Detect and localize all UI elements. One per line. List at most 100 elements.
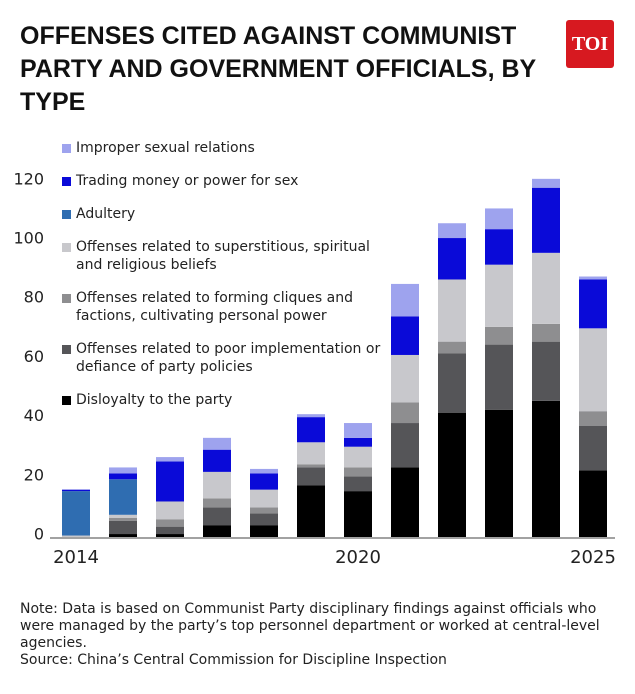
legend-label: Offenses related to superstitious, spiri…	[76, 239, 370, 273]
bar-segment	[250, 513, 278, 526]
legend-swatch	[62, 210, 71, 219]
y-tick-label: 60	[24, 347, 44, 366]
bar-segment	[203, 449, 231, 472]
bar-segment	[485, 344, 513, 410]
legend-swatch	[62, 243, 71, 252]
bar-segment	[62, 491, 90, 536]
bar-segment	[532, 341, 560, 401]
bar-segment	[203, 525, 231, 537]
legend-label: Offenses related to poor implementation …	[76, 341, 381, 375]
bar-segment	[156, 457, 184, 462]
bar-segment	[391, 423, 419, 468]
bar-segment	[250, 489, 278, 508]
bar-segment	[438, 412, 466, 537]
legend-label: Disloyalty to the party	[76, 392, 233, 408]
y-tick-label: 0	[34, 525, 44, 544]
bar-segment	[485, 229, 513, 265]
legend-item: Improper sexual relations	[62, 139, 392, 157]
bar-segment	[579, 426, 607, 471]
bar-segment	[62, 535, 90, 537]
bar-segment	[297, 417, 325, 443]
bar-segment	[250, 468, 278, 474]
bar-segment	[579, 470, 607, 537]
bar-segment	[156, 461, 184, 502]
legend: Improper sexual relations Trading money o…	[62, 139, 392, 409]
y-tick-label: 120	[13, 169, 44, 188]
legend-swatch	[62, 294, 71, 303]
legend-item: Offenses related to forming cliques and …	[62, 289, 392, 325]
legend-item: Offenses related to superstitious, spiri…	[62, 238, 392, 274]
legend-item: Trading money or power for sex	[62, 172, 392, 190]
bar-segment	[391, 283, 419, 317]
legend-swatch	[62, 144, 71, 153]
bar-segment	[579, 411, 607, 426]
bar-segment	[250, 473, 278, 490]
bar-segment	[109, 479, 137, 515]
bar-segment	[485, 409, 513, 537]
bar-segment	[109, 473, 137, 480]
bar-segment	[297, 467, 325, 486]
source: Source: China’s Central Commission for D…	[20, 652, 447, 668]
bar-segment	[297, 442, 325, 465]
bar-segment	[109, 514, 137, 518]
bar-segment	[156, 519, 184, 527]
bar-segment	[532, 323, 560, 342]
note-block: Note: Data is based on Communist Party d…	[20, 601, 625, 669]
bar-segment	[203, 498, 231, 508]
legend-swatch	[62, 345, 71, 354]
bar-segment	[391, 402, 419, 424]
bar-segment	[109, 467, 137, 474]
y-tick-label: 40	[24, 406, 44, 425]
x-tick-label: 2014	[53, 547, 99, 568]
bar-segment	[297, 464, 325, 468]
bar-segment	[344, 437, 372, 447]
legend-swatch	[62, 177, 71, 186]
bar-segment	[532, 400, 560, 537]
y-tick-label: 80	[24, 288, 44, 307]
y-tick-label: 100	[13, 229, 44, 248]
bar-segment	[438, 353, 466, 413]
bar-segment	[344, 476, 372, 492]
bar-segment	[344, 467, 372, 477]
legend-label: Offenses related to forming cliques and …	[76, 290, 353, 324]
legend-label: Trading money or power for sex	[76, 173, 299, 189]
bar-segment	[438, 279, 466, 342]
bar-segment	[438, 341, 466, 354]
bar-segment	[391, 316, 419, 355]
bar-segment	[579, 279, 607, 329]
bar-segment	[391, 467, 419, 537]
bar-segment	[156, 501, 184, 520]
bar-segment	[62, 489, 90, 492]
bar-segment	[438, 223, 466, 239]
legend-label: Improper sexual relations	[76, 140, 255, 156]
bar-segment	[156, 534, 184, 537]
bar-segment	[344, 446, 372, 468]
legend-swatch	[62, 396, 71, 405]
bar-segment	[109, 520, 137, 535]
bar-segment	[391, 354, 419, 403]
legend-item: Offenses related to poor implementation …	[62, 340, 392, 376]
bar-segment	[109, 534, 137, 537]
bar-segment	[579, 328, 607, 412]
legend-item: Disloyalty to the party	[62, 391, 392, 409]
bar-segment	[250, 525, 278, 537]
bar-segment	[485, 208, 513, 230]
legend-item: Adultery	[62, 205, 392, 223]
bar-segment	[344, 423, 372, 438]
bar-segment	[203, 437, 231, 450]
bar-segment	[532, 187, 560, 253]
bar-segment	[579, 276, 607, 280]
bar-segment	[297, 485, 325, 537]
bar-segment	[485, 264, 513, 327]
bar-segment	[250, 507, 278, 514]
legend-label: Adultery	[76, 206, 136, 222]
bar-segment	[438, 238, 466, 280]
bar-segment	[203, 507, 231, 526]
bar-segment	[532, 252, 560, 324]
bar-segment	[344, 491, 372, 537]
bar-segment	[297, 414, 325, 418]
bar-segment	[156, 526, 184, 535]
bar-segment	[532, 178, 560, 188]
